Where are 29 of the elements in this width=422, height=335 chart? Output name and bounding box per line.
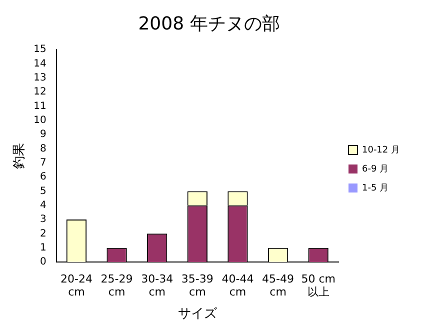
chart-title: 2008 年チヌの部: [138, 13, 280, 34]
y-tick-label: 9: [40, 129, 46, 140]
x-tick-label: 50 cm 以上: [301, 272, 336, 299]
x-axis-title: サイズ: [178, 306, 218, 322]
legend-label: 1-5 月: [362, 183, 389, 194]
y-tick-label: 1: [40, 242, 46, 254]
y-tick-label: 13: [34, 72, 46, 84]
y-tick-label: 7: [40, 157, 46, 168]
y-tick-label: 15: [34, 44, 46, 56]
x-tick-label: 30-34 cm: [141, 272, 174, 299]
x-tick-label: 20-24 cm: [60, 272, 92, 299]
x-tick-label: 45-49 cm: [262, 272, 294, 299]
y-tick-label: 0: [40, 256, 46, 268]
legend-label: 10-12 月: [362, 145, 400, 156]
y-tick-label: 10: [34, 114, 46, 126]
y-tick-label: 5: [40, 186, 46, 197]
y-tick-label: 11: [34, 100, 46, 112]
y-tick-label: 6: [40, 172, 46, 183]
y-tick-label: 12: [34, 86, 46, 98]
y-axis-title: 釣果: [12, 142, 28, 169]
y-tick-label: 4: [40, 200, 46, 211]
y-tick-label: 14: [34, 58, 46, 70]
y-tick-label: 8: [40, 143, 46, 154]
x-tick-label: 40-44 cm: [222, 272, 254, 299]
x-tick-label: 25-29 cm: [100, 272, 133, 299]
y-tick-label: 2: [40, 228, 46, 240]
x-tick-label: 35-39 cm: [181, 272, 214, 299]
legend-label: 6-9 月: [362, 164, 389, 174]
y-tick-label: 3: [40, 214, 46, 226]
